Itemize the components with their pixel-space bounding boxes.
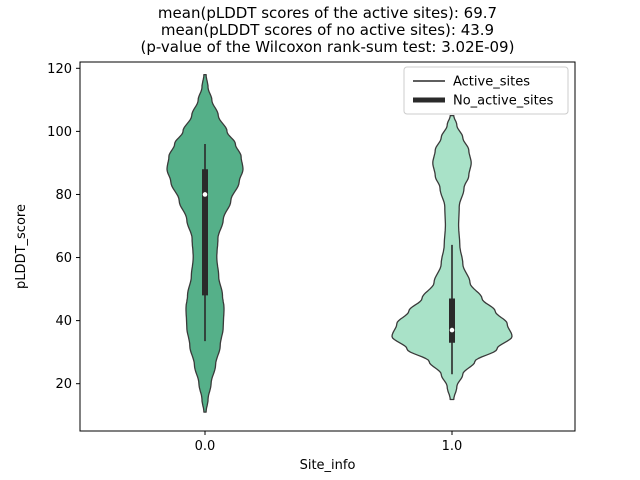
chart-title-line-3: (p-value of the Wilcoxon rank-sum test: … bbox=[140, 38, 515, 56]
chart-title-line-1: mean(pLDDT scores of the active sites): … bbox=[157, 4, 498, 22]
axes-frame bbox=[79, 61, 576, 432]
y-tick-label: 60 bbox=[55, 251, 72, 266]
chart-title-line-2: mean(pLDDT scores of no active sites): 4… bbox=[160, 21, 495, 39]
y-tick-label: 120 bbox=[47, 62, 72, 77]
x-tick-label: 0.0 bbox=[195, 439, 216, 454]
median-dot-active-sites bbox=[202, 192, 208, 197]
legend-label-1: Active_sites bbox=[453, 75, 530, 90]
y-axis-label: pLDDT_score bbox=[14, 204, 29, 289]
chart-title: mean(pLDDT scores of the active sites): … bbox=[80, 5, 575, 56]
y-tick-label: 20 bbox=[55, 377, 72, 392]
median-dot-no-active-sites bbox=[449, 327, 455, 333]
x-axis-label: Site_info bbox=[300, 458, 356, 473]
y-tick-label: 80 bbox=[55, 188, 72, 203]
y-tick-label: 40 bbox=[55, 314, 72, 329]
x-tick-label: 1.0 bbox=[442, 439, 463, 454]
y-tick-label: 100 bbox=[47, 125, 72, 140]
legend-label-2: No_active_sites bbox=[453, 94, 554, 109]
